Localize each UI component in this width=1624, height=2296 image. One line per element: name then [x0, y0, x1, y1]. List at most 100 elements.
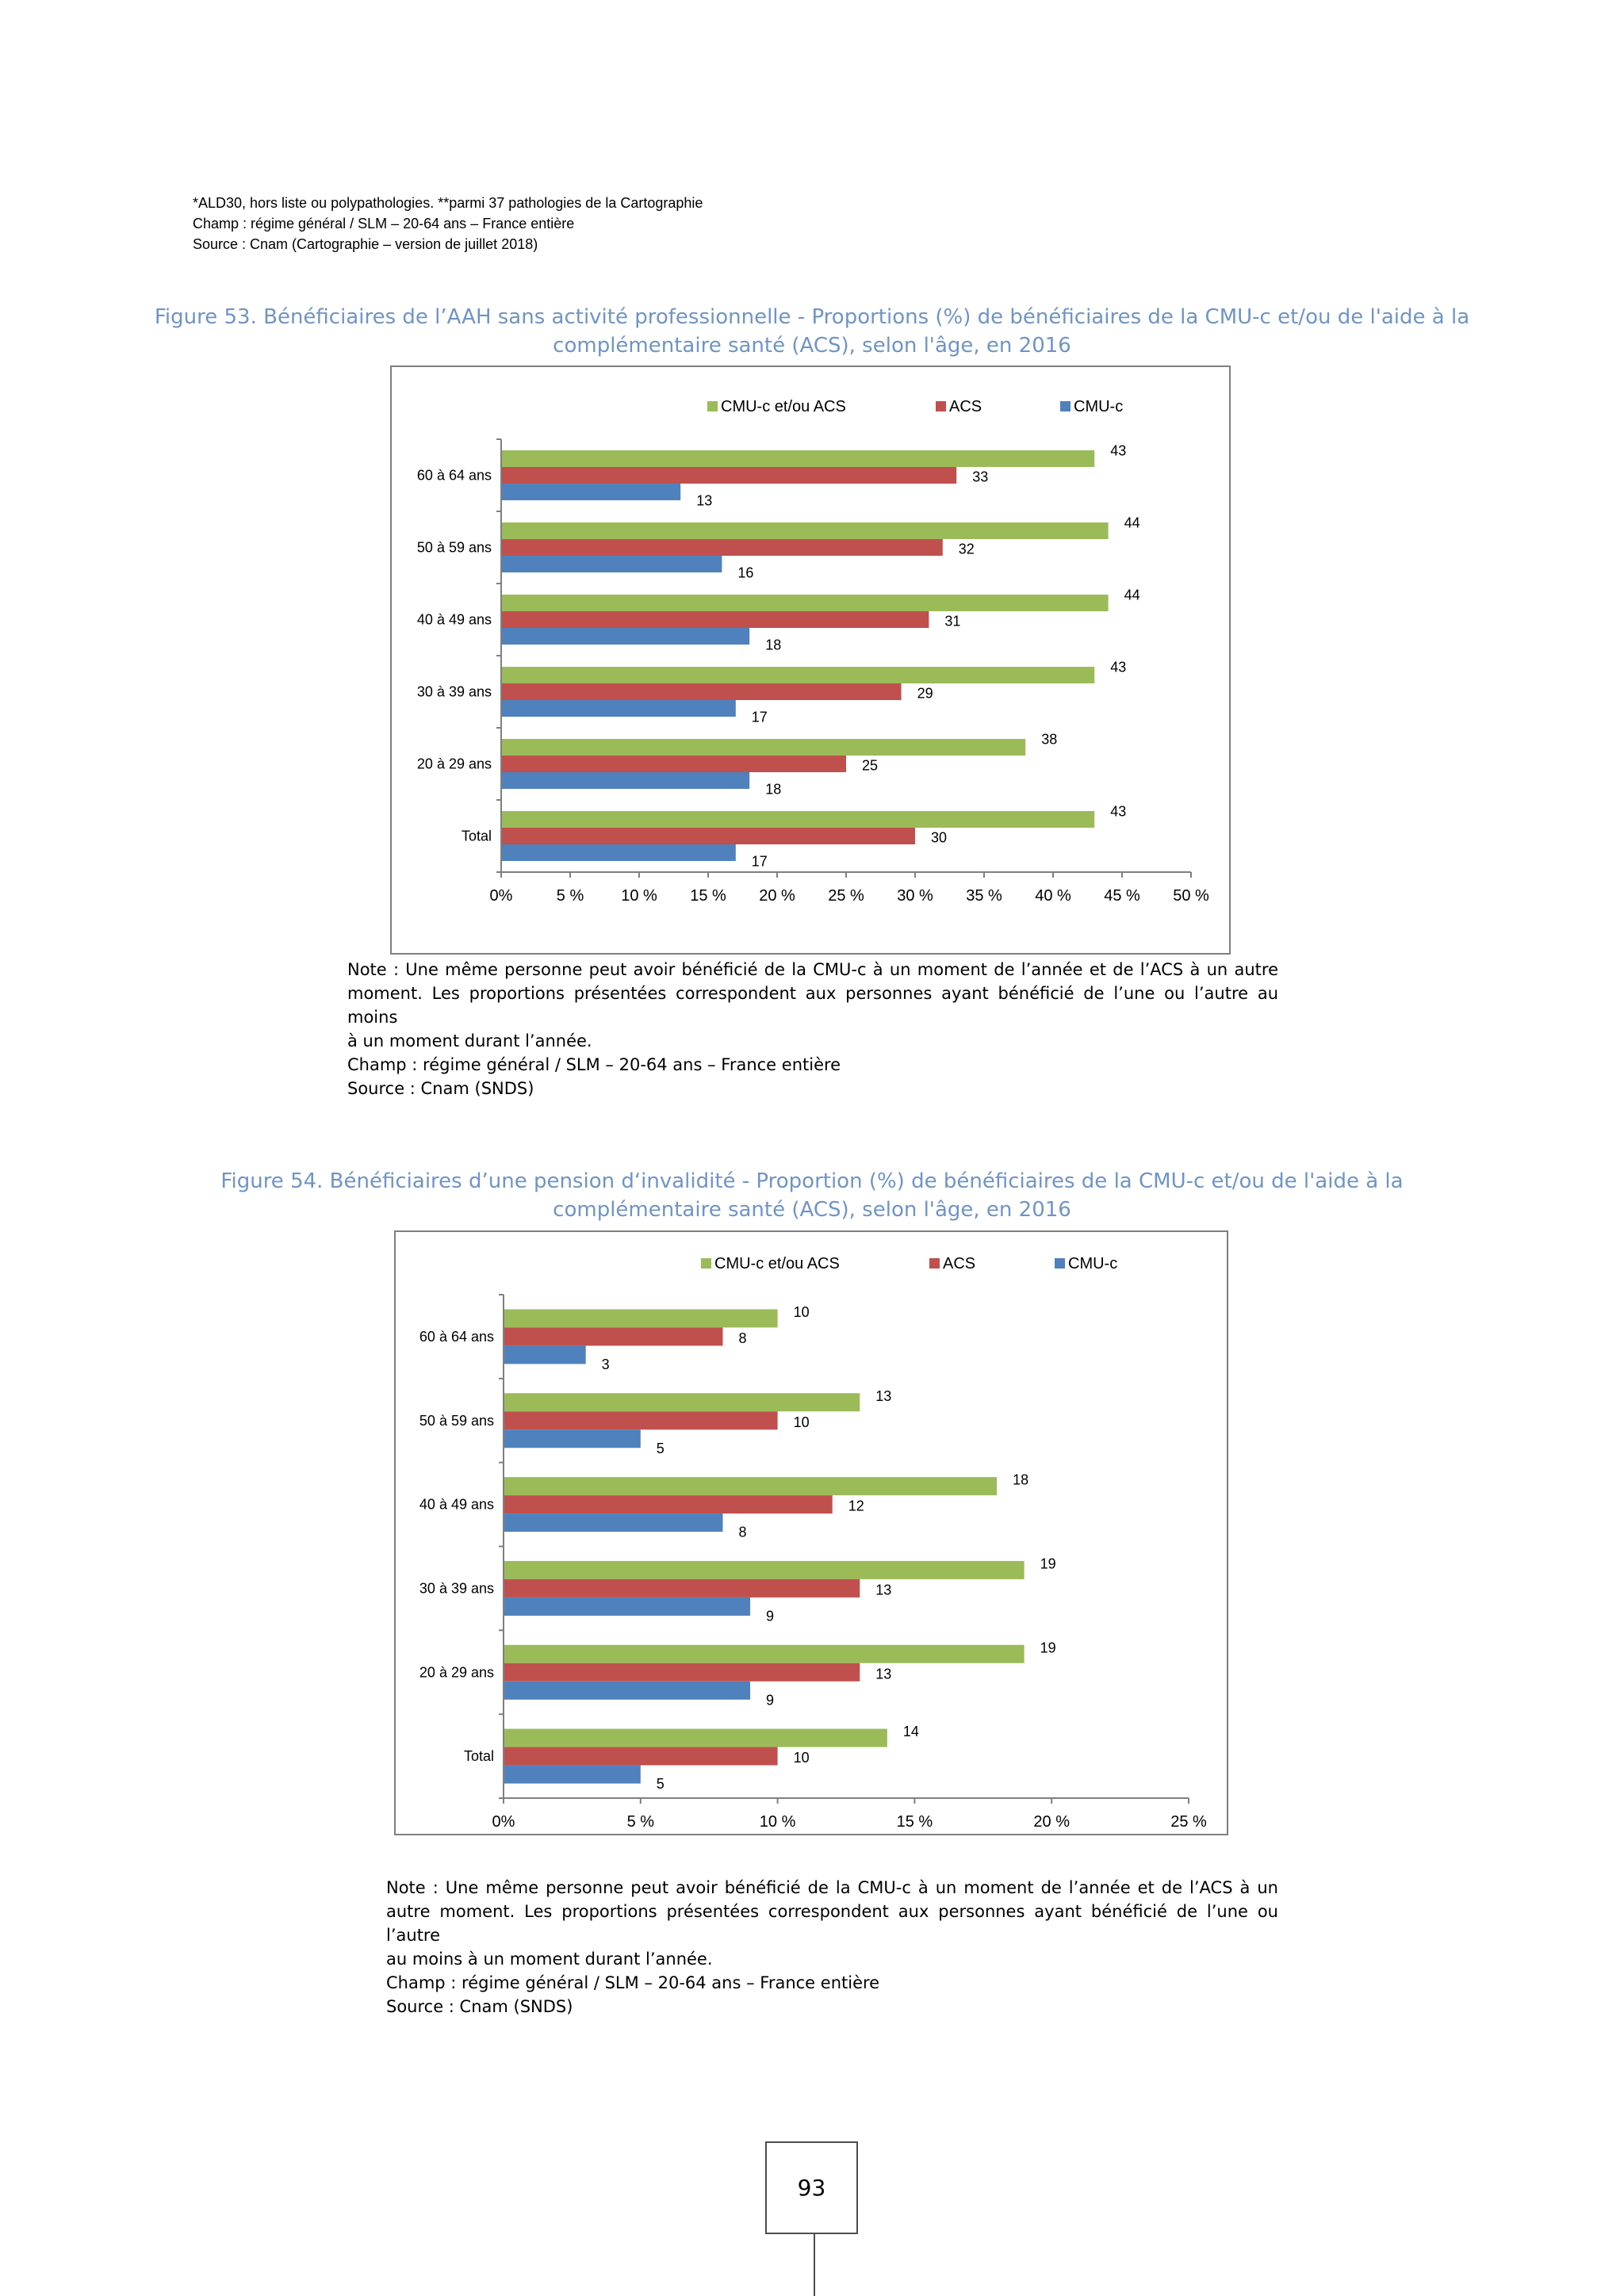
fig53-legend-label: CMU-c	[1074, 398, 1123, 415]
page-number-box: 93	[765, 2141, 858, 2234]
fig53-bar	[501, 700, 736, 717]
fig53-bar	[501, 556, 722, 572]
fig54-data-label: 8	[738, 1525, 746, 1540]
fig53-category-label: Total	[462, 828, 492, 844]
fig54-data-label: 9	[766, 1692, 774, 1708]
figure-53-note-line: Note : Une même personne peut avoir béné…	[347, 960, 1278, 979]
fig53-bar	[501, 756, 846, 772]
fig53-data-label: 30	[931, 830, 947, 846]
figure-54-chart: CMU-c et/ou ACS ACS CMU-c 10 8 3 60 à 64 ans 13…	[394, 1230, 1228, 1835]
fig54-bar	[504, 1513, 723, 1533]
fig54-data-label: 13	[875, 1388, 891, 1404]
fig54-bar	[504, 1681, 751, 1700]
fig53-legend-label: CMU-c et/ou ACS	[721, 398, 846, 415]
figure-53-note-line: à un moment durant l’année.	[347, 1031, 592, 1050]
fig54-data-label: 18	[1013, 1472, 1028, 1488]
fig53-bar	[501, 811, 1095, 828]
fig54-bar	[504, 1560, 1025, 1579]
fig53-data-label: 29	[917, 686, 933, 702]
page-number: 93	[797, 2175, 826, 2201]
fig54-bar	[504, 1728, 887, 1747]
fig54-bar	[504, 1327, 723, 1346]
fig53-x-tick-label: 5 %	[557, 887, 584, 905]
fig54-bar	[504, 1578, 860, 1598]
fig53-legend-swatch	[936, 401, 946, 411]
fig53-data-label: 44	[1124, 587, 1140, 603]
figure-54-note-line: au moins à un moment durant l’année.	[386, 1950, 713, 1969]
fig54-data-label: 9	[766, 1608, 774, 1624]
header-note-line: Source : Cnam (Cartographie – version de…	[193, 236, 538, 252]
fig53-bar	[501, 739, 1026, 756]
fig53-bar	[501, 667, 1095, 683]
fig54-bar	[504, 1411, 778, 1430]
fig54-category-label: 40 à 49 ans	[419, 1497, 494, 1513]
figure-54-note-line: autre moment. Les proportions présentées…	[386, 1902, 1278, 1945]
page-number-connector	[814, 2234, 815, 2296]
fig53-data-label: 44	[1124, 515, 1140, 531]
fig53-bar	[501, 628, 750, 645]
fig53-bar	[501, 611, 929, 628]
fig54-data-label: 10	[794, 1304, 810, 1320]
figure-54-champ: Champ : régime général / SLM – 20-64 ans…	[386, 1973, 880, 1992]
figure-53-title-line2: complémentaire santé (ACS), selon l'âge,…	[553, 334, 1071, 358]
fig54-category-label: 30 à 39 ans	[419, 1580, 494, 1596]
fig53-data-label: 43	[1110, 660, 1126, 675]
fig54-category-label: 60 à 64 ans	[419, 1329, 494, 1345]
fig54-bar	[504, 1429, 641, 1448]
fig53-bar	[501, 595, 1109, 611]
fig54-bar	[504, 1644, 1025, 1663]
fig54-data-label: 10	[794, 1414, 810, 1430]
fig53-x-tick-label: 20 %	[759, 887, 795, 905]
fig54-bar	[504, 1309, 778, 1328]
fig53-data-label: 31	[944, 614, 960, 629]
fig53-data-label: 43	[1110, 443, 1126, 459]
figure-53-champ: Champ : régime général / SLM – 20-64 ans…	[347, 1055, 841, 1074]
header-notes: *ALD30, hors liste ou polypathologies. *…	[193, 193, 703, 254]
fig53-data-label: 25	[862, 758, 878, 774]
fig53-legend-swatch	[1060, 401, 1071, 411]
fig54-bar	[504, 1747, 778, 1766]
figure-53-svg: CMU-c et/ou ACS ACS CMU-c 43 33 13 60 à 64 ans…	[417, 398, 1209, 905]
fig54-data-label: 8	[738, 1330, 746, 1346]
fig54-bar	[504, 1495, 833, 1514]
fig54-data-label: 3	[602, 1357, 610, 1372]
fig53-x-tick-label: 40 %	[1035, 887, 1071, 905]
fig53-x-tick-label: 45 %	[1104, 887, 1140, 905]
fig54-data-label: 13	[875, 1666, 891, 1682]
fig53-bar	[501, 772, 750, 789]
fig54-bar	[504, 1765, 641, 1784]
fig54-x-tick-label: 15 %	[897, 1813, 933, 1831]
fig53-bar	[501, 467, 957, 484]
fig54-x-tick-label: 0%	[492, 1813, 515, 1831]
fig53-data-label: 33	[972, 469, 988, 485]
figure-54-source: Source : Cnam (SNDS)	[386, 1997, 573, 2016]
fig54-data-label: 19	[1040, 1640, 1056, 1655]
figure-54-title: Figure 54. Bénéficiaires d’une pension d…	[111, 1167, 1513, 1224]
figure-53-note-line: moment. Les proportions présentées corre…	[347, 984, 1278, 1027]
figure-53-notes: Note : Une même personne peut avoir béné…	[347, 958, 1278, 1100]
fig53-x-tick-label: 15 %	[690, 887, 726, 905]
fig53-bar	[501, 484, 681, 500]
fig53-bar	[501, 539, 943, 556]
fig53-bar	[501, 683, 902, 700]
figure-53-source: Source : Cnam (SNDS)	[347, 1079, 534, 1098]
fig54-legend-label: CMU-c et/ou ACS	[714, 1255, 840, 1272]
fig54-legend-label: CMU-c	[1068, 1255, 1117, 1272]
fig53-category-label: 40 à 49 ans	[417, 612, 492, 628]
fig54-legend-swatch	[701, 1258, 711, 1269]
fig53-data-label: 13	[696, 493, 712, 509]
fig53-x-tick-label: 10 %	[621, 887, 657, 905]
fig53-x-tick-label: 0%	[490, 887, 513, 905]
fig53-data-label: 17	[752, 710, 768, 725]
figure-54-notes: Note : Une même personne peut avoir béné…	[386, 1876, 1278, 2019]
fig54-legend-swatch	[1055, 1258, 1065, 1269]
fig53-bar	[501, 522, 1109, 539]
fig54-bar	[504, 1597, 751, 1616]
fig53-category-label: 20 à 29 ans	[417, 756, 492, 772]
fig54-bar	[504, 1393, 860, 1412]
fig54-data-label: 5	[657, 1776, 665, 1792]
fig54-x-tick-label: 25 %	[1170, 1813, 1207, 1831]
fig53-x-tick-label: 50 %	[1173, 887, 1209, 905]
fig53-x-tick-label: 35 %	[966, 887, 1002, 905]
fig54-x-tick-label: 20 %	[1033, 1813, 1070, 1831]
